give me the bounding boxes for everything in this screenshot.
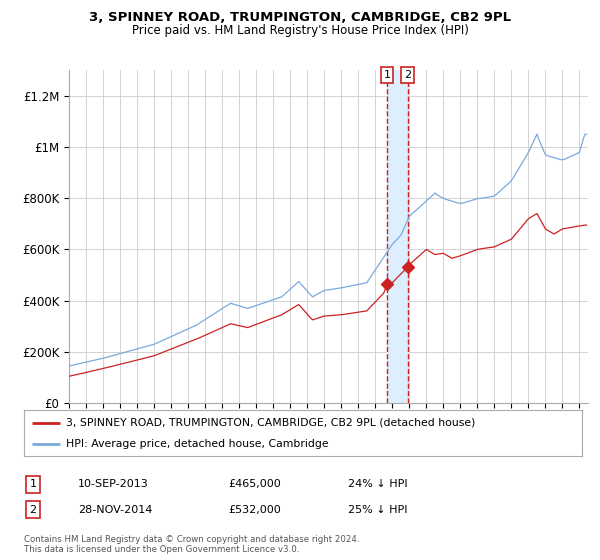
Text: Contains HM Land Registry data © Crown copyright and database right 2024.
This d: Contains HM Land Registry data © Crown c… — [24, 535, 359, 554]
Text: 25% ↓ HPI: 25% ↓ HPI — [348, 505, 407, 515]
Text: 1: 1 — [29, 479, 37, 489]
Text: 1: 1 — [383, 70, 391, 80]
Text: 2: 2 — [29, 505, 37, 515]
Text: £532,000: £532,000 — [228, 505, 281, 515]
Text: HPI: Average price, detached house, Cambridge: HPI: Average price, detached house, Camb… — [66, 439, 328, 449]
Text: 2: 2 — [404, 70, 412, 80]
Text: Price paid vs. HM Land Registry's House Price Index (HPI): Price paid vs. HM Land Registry's House … — [131, 24, 469, 36]
Text: 24% ↓ HPI: 24% ↓ HPI — [348, 479, 407, 489]
Text: 28-NOV-2014: 28-NOV-2014 — [78, 505, 152, 515]
Bar — [387, 70, 408, 403]
Text: 3, SPINNEY ROAD, TRUMPINGTON, CAMBRIDGE, CB2 9PL: 3, SPINNEY ROAD, TRUMPINGTON, CAMBRIDGE,… — [89, 11, 511, 24]
Text: 3, SPINNEY ROAD, TRUMPINGTON, CAMBRIDGE, CB2 9PL (detached house): 3, SPINNEY ROAD, TRUMPINGTON, CAMBRIDGE,… — [66, 418, 475, 428]
Text: £465,000: £465,000 — [228, 479, 281, 489]
Text: 10-SEP-2013: 10-SEP-2013 — [78, 479, 149, 489]
